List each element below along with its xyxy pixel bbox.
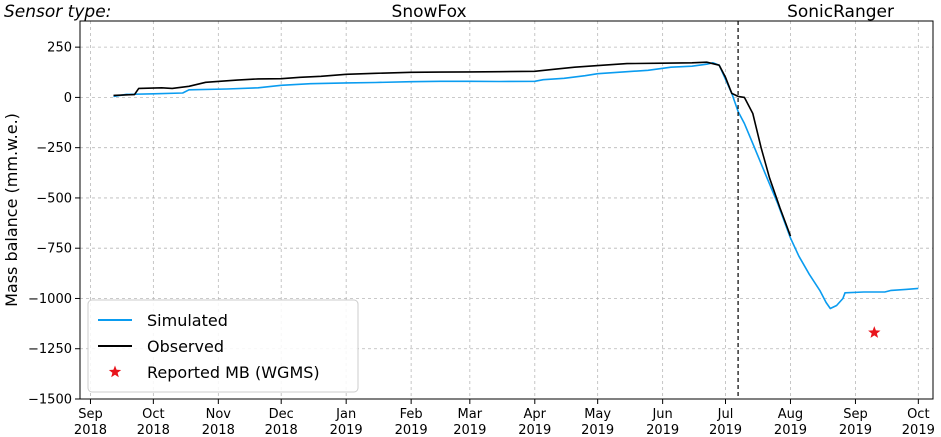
- y-tick-label: −1250: [28, 342, 72, 357]
- x-tick-label-month: May: [584, 407, 611, 422]
- x-tick-label-year: 2019: [709, 423, 742, 437]
- x-tick-label-year: 2019: [453, 423, 486, 437]
- x-tick-label-year: 2018: [137, 423, 170, 437]
- x-tick-label-year: 2018: [74, 423, 107, 437]
- series-lines: [113, 61, 919, 310]
- x-axis-ticks: Sep2018Oct2018Nov2018Dec2018Jan2019Feb20…: [74, 399, 935, 437]
- x-tick-label-year: 2018: [202, 423, 235, 437]
- x-tick-label-month: Oct: [907, 407, 929, 422]
- x-tick-label-month: Oct: [142, 407, 164, 422]
- x-tick-label-month: Jan: [335, 407, 356, 422]
- x-tick-label-month: Sep: [843, 407, 868, 422]
- plot-frame: [79, 20, 934, 400]
- x-tick-label-year: 2019: [518, 423, 551, 437]
- x-tick-label-month: Dec: [269, 407, 294, 422]
- x-tick-label-month: Apr: [524, 407, 547, 422]
- y-tick-label: 250: [47, 41, 72, 56]
- legend-label-observed: Observed: [147, 337, 224, 356]
- x-tick-label-month: Jul: [717, 407, 734, 422]
- legend-box: [87, 299, 359, 393]
- series-line-observed: [113, 61, 792, 237]
- y-tick-label: −1500: [28, 393, 72, 408]
- x-tick-label-month: Feb: [400, 407, 423, 422]
- legend-label-simulated: Simulated: [147, 311, 228, 330]
- legend: Simulated Observed Reported MB (WGMS): [87, 299, 359, 393]
- x-tick-label-month: Aug: [778, 407, 803, 422]
- x-tick-label-year: 2019: [774, 423, 807, 437]
- x-tick-label-month: Nov: [206, 407, 232, 422]
- legend-label-reported-mb: Reported MB (WGMS): [147, 363, 320, 382]
- y-tick-label: −250: [36, 141, 72, 156]
- left-sensor-label: SnowFox: [392, 2, 467, 22]
- markers: [868, 326, 881, 338]
- x-tick-label-year: 2019: [902, 423, 935, 437]
- x-tick-label-year: 2019: [395, 423, 428, 437]
- x-tick-label-year: 2018: [265, 423, 298, 437]
- x-tick-label-year: 2019: [839, 423, 872, 437]
- legend-swatch-star-icon: [108, 365, 122, 378]
- x-tick-label-year: 2019: [646, 423, 679, 437]
- y-tick-label: 0: [64, 91, 72, 106]
- x-tick-label-year: 2019: [330, 423, 363, 437]
- y-axis-label: Mass balance (mm.w.e.): [2, 113, 21, 307]
- sensor-type-label: Sensor type:: [4, 2, 111, 22]
- reported-mb-star-icon: [868, 326, 881, 338]
- x-tick-label-month: Jun: [651, 407, 672, 422]
- right-sensor-label: SonicRanger: [787, 2, 894, 22]
- y-tick-label: −500: [36, 191, 72, 206]
- y-tick-label: −750: [36, 242, 72, 257]
- series-line-simulated: [113, 61, 919, 310]
- y-axis-ticks: 250 0 −250 −500 −750 −1000 −1250 −1500: [28, 41, 80, 408]
- y-tick-label: −1000: [28, 292, 72, 307]
- x-tick-label-year: 2019: [581, 423, 614, 437]
- x-tick-label-month: Sep: [78, 407, 103, 422]
- x-tick-label-month: Mar: [458, 407, 483, 422]
